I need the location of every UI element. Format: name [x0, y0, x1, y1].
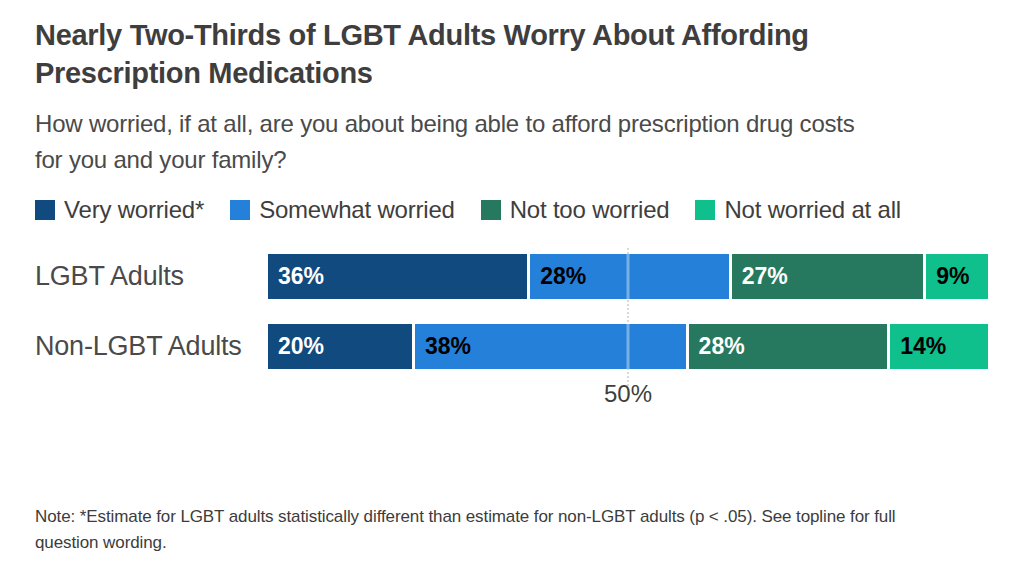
legend-item-somewhat-worried: Somewhat worried: [230, 196, 455, 224]
stacked-bar-chart: LGBT Adults 36% 28% 27% 9% Non-LGBT Adul…: [35, 254, 988, 369]
footnote-line-1: Note: *Estimate for LGBT adults statisti…: [35, 504, 896, 530]
legend-item-not-too-worried: Not too worried: [481, 196, 670, 224]
bar-segment-lgbt-very-worried: 36%: [268, 254, 527, 299]
bar-area-non-lgbt-adults: 20% 38% 28% 14%: [268, 324, 988, 369]
legend-label-not-too-worried: Not too worried: [510, 196, 670, 224]
page-title: Nearly Two-Thirds of LGBT Adults Worry A…: [35, 16, 809, 92]
legend-label-not-worried-at-all: Not worried at all: [724, 196, 900, 224]
gridline-overlay-lgbt: [627, 254, 630, 299]
chart-legend: Very worried* Somewhat worried Not too w…: [35, 196, 901, 224]
title-line-1: Nearly Two-Thirds of LGBT Adults Worry A…: [35, 16, 809, 54]
bar-segment-nonlgbt-somewhat-worried: 38%: [412, 324, 686, 369]
subtitle-line-2: for you and your family?: [35, 142, 855, 178]
row-label-lgbt-adults: LGBT Adults: [35, 261, 268, 292]
legend-swatch-navy-icon: [35, 200, 55, 220]
axis-tick-50-percent: 50%: [604, 380, 652, 408]
legend-label-somewhat-worried: Somewhat worried: [259, 196, 455, 224]
legend-item-very-worried: Very worried*: [35, 196, 204, 224]
chart-page: Nearly Two-Thirds of LGBT Adults Worry A…: [0, 0, 1024, 576]
bar-area-lgbt-adults: 36% 28% 27% 9%: [268, 254, 988, 299]
legend-swatch-teal-icon: [481, 200, 501, 220]
bar-segment-lgbt-not-too-worried: 27%: [729, 254, 923, 299]
legend-swatch-blue-icon: [230, 200, 250, 220]
legend-label-very-worried: Very worried*: [64, 196, 204, 224]
bar-row-lgbt-adults: LGBT Adults 36% 28% 27% 9%: [35, 254, 988, 299]
bar-segment-lgbt-not-worried-at-all: 9%: [923, 254, 988, 299]
gridline-overlay-non-lgbt: [627, 324, 630, 369]
bar-row-non-lgbt-adults: Non-LGBT Adults 20% 38% 28% 14%: [35, 324, 988, 369]
question-subtitle: How worried, if at all, are you about be…: [35, 106, 855, 178]
title-line-2: Prescription Medications: [35, 54, 809, 92]
footnote: Note: *Estimate for LGBT adults statisti…: [35, 504, 896, 556]
bar-segment-nonlgbt-very-worried: 20%: [268, 324, 412, 369]
row-label-non-lgbt-adults: Non-LGBT Adults: [35, 331, 268, 362]
legend-item-not-worried-at-all: Not worried at all: [695, 196, 900, 224]
subtitle-line-1: How worried, if at all, are you about be…: [35, 106, 855, 142]
bar-segment-nonlgbt-not-too-worried: 28%: [686, 324, 888, 369]
bar-segment-nonlgbt-not-worried-at-all: 14%: [887, 324, 988, 369]
legend-swatch-green-icon: [695, 200, 715, 220]
footnote-line-2: question wording.: [35, 530, 896, 556]
